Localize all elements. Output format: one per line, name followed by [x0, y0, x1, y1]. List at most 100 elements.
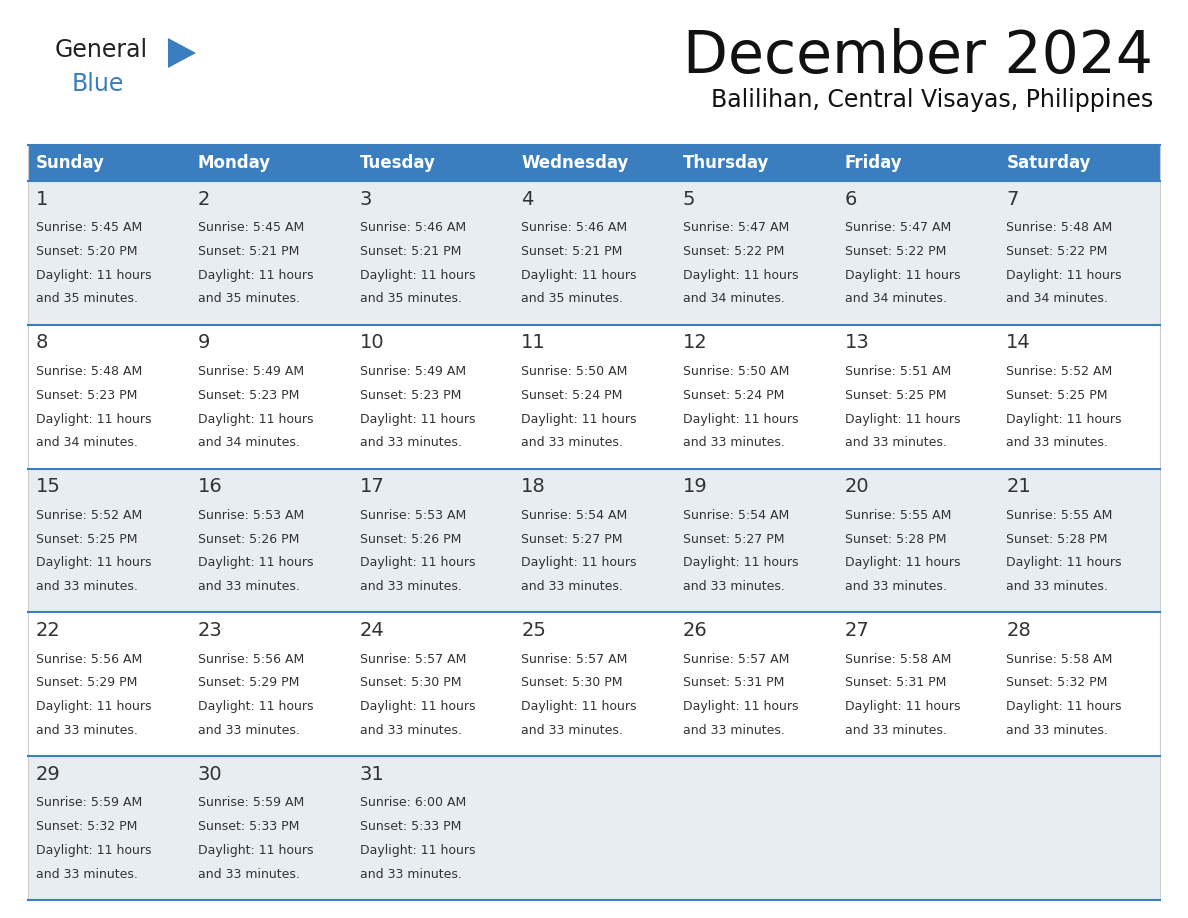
Text: and 33 minutes.: and 33 minutes.	[36, 724, 138, 737]
Bar	[352, 468, 513, 612]
Bar	[29, 612, 190, 756]
Text: Daylight: 11 hours: Daylight: 11 hours	[36, 412, 152, 426]
Text: 20: 20	[845, 477, 870, 497]
Text: Daylight: 11 hours: Daylight: 11 hours	[522, 269, 637, 282]
Text: Sunrise: 5:58 AM: Sunrise: 5:58 AM	[845, 653, 952, 666]
Text: Sunrise: 5:57 AM: Sunrise: 5:57 AM	[522, 653, 627, 666]
Bar	[836, 756, 998, 900]
Text: Sunrise: 5:59 AM: Sunrise: 5:59 AM	[197, 797, 304, 810]
Text: Wednesday: Wednesday	[522, 154, 628, 172]
Text: Sunrise: 5:50 AM: Sunrise: 5:50 AM	[683, 365, 789, 378]
Bar	[675, 325, 836, 468]
Text: Sunrise: 5:48 AM: Sunrise: 5:48 AM	[36, 365, 143, 378]
Text: Daylight: 11 hours: Daylight: 11 hours	[683, 412, 798, 426]
Text: Daylight: 11 hours: Daylight: 11 hours	[36, 269, 152, 282]
Text: Daylight: 11 hours: Daylight: 11 hours	[683, 700, 798, 713]
Text: and 33 minutes.: and 33 minutes.	[360, 436, 461, 449]
Text: Daylight: 11 hours: Daylight: 11 hours	[683, 269, 798, 282]
Text: Daylight: 11 hours: Daylight: 11 hours	[197, 844, 314, 856]
Text: and 33 minutes.: and 33 minutes.	[1006, 580, 1108, 593]
Text: Sunset: 5:29 PM: Sunset: 5:29 PM	[36, 677, 138, 689]
Text: Daylight: 11 hours: Daylight: 11 hours	[360, 844, 475, 856]
Text: Sunset: 5:21 PM: Sunset: 5:21 PM	[197, 245, 299, 258]
Text: Sunset: 5:21 PM: Sunset: 5:21 PM	[360, 245, 461, 258]
Text: and 33 minutes.: and 33 minutes.	[36, 868, 138, 880]
Text: Daylight: 11 hours: Daylight: 11 hours	[36, 556, 152, 569]
Text: 18: 18	[522, 477, 546, 497]
Bar	[29, 145, 190, 181]
Text: Daylight: 11 hours: Daylight: 11 hours	[1006, 412, 1121, 426]
Text: December 2024: December 2024	[683, 28, 1154, 85]
Text: 26: 26	[683, 621, 708, 640]
Bar	[513, 145, 675, 181]
Text: Daylight: 11 hours: Daylight: 11 hours	[1006, 269, 1121, 282]
Text: 31: 31	[360, 765, 384, 784]
Text: 6: 6	[845, 190, 857, 208]
Text: and 33 minutes.: and 33 minutes.	[522, 724, 623, 737]
Text: and 34 minutes.: and 34 minutes.	[197, 436, 299, 449]
Text: Sunrise: 5:54 AM: Sunrise: 5:54 AM	[683, 509, 789, 521]
Text: Daylight: 11 hours: Daylight: 11 hours	[845, 269, 960, 282]
Text: Daylight: 11 hours: Daylight: 11 hours	[360, 700, 475, 713]
Bar	[836, 468, 998, 612]
Text: Daylight: 11 hours: Daylight: 11 hours	[197, 700, 314, 713]
Text: Sunset: 5:33 PM: Sunset: 5:33 PM	[360, 820, 461, 834]
Text: and 33 minutes.: and 33 minutes.	[522, 436, 623, 449]
Text: Sunrise: 5:55 AM: Sunrise: 5:55 AM	[1006, 509, 1113, 521]
Text: Sunset: 5:23 PM: Sunset: 5:23 PM	[360, 389, 461, 402]
Text: and 34 minutes.: and 34 minutes.	[683, 293, 785, 306]
Text: Sunrise: 5:51 AM: Sunrise: 5:51 AM	[845, 365, 950, 378]
Text: and 35 minutes.: and 35 minutes.	[360, 293, 461, 306]
Text: 25: 25	[522, 621, 546, 640]
Bar	[836, 181, 998, 325]
Text: and 33 minutes.: and 33 minutes.	[360, 580, 461, 593]
Text: Sunset: 5:30 PM: Sunset: 5:30 PM	[360, 677, 461, 689]
Text: Sunset: 5:31 PM: Sunset: 5:31 PM	[683, 677, 784, 689]
Text: Sunrise: 6:00 AM: Sunrise: 6:00 AM	[360, 797, 466, 810]
Text: Sunrise: 5:52 AM: Sunrise: 5:52 AM	[1006, 365, 1113, 378]
Text: Sunrise: 5:53 AM: Sunrise: 5:53 AM	[197, 509, 304, 521]
Bar	[352, 612, 513, 756]
Bar	[998, 145, 1159, 181]
Text: Tuesday: Tuesday	[360, 154, 435, 172]
Bar	[675, 181, 836, 325]
Bar	[190, 468, 352, 612]
Text: Daylight: 11 hours: Daylight: 11 hours	[197, 556, 314, 569]
Text: and 34 minutes.: and 34 minutes.	[36, 436, 138, 449]
Text: Sunset: 5:23 PM: Sunset: 5:23 PM	[197, 389, 299, 402]
Bar	[190, 181, 352, 325]
Bar	[513, 325, 675, 468]
Text: and 33 minutes.: and 33 minutes.	[845, 580, 947, 593]
Text: Sunset: 5:25 PM: Sunset: 5:25 PM	[845, 389, 946, 402]
Text: Sunset: 5:30 PM: Sunset: 5:30 PM	[522, 677, 623, 689]
Bar	[352, 325, 513, 468]
Bar	[190, 325, 352, 468]
Text: Sunrise: 5:49 AM: Sunrise: 5:49 AM	[197, 365, 304, 378]
Text: and 33 minutes.: and 33 minutes.	[197, 868, 299, 880]
Text: Sunrise: 5:57 AM: Sunrise: 5:57 AM	[360, 653, 466, 666]
Text: 24: 24	[360, 621, 384, 640]
Text: Sunset: 5:23 PM: Sunset: 5:23 PM	[36, 389, 138, 402]
Text: 15: 15	[36, 477, 61, 497]
Bar	[29, 756, 190, 900]
Text: Daylight: 11 hours: Daylight: 11 hours	[360, 412, 475, 426]
Text: Sunset: 5:22 PM: Sunset: 5:22 PM	[1006, 245, 1107, 258]
Text: 17: 17	[360, 477, 384, 497]
Text: Daylight: 11 hours: Daylight: 11 hours	[360, 556, 475, 569]
Text: Sunset: 5:22 PM: Sunset: 5:22 PM	[845, 245, 946, 258]
Text: Blue: Blue	[72, 72, 125, 96]
Text: Daylight: 11 hours: Daylight: 11 hours	[522, 556, 637, 569]
Text: Sunrise: 5:58 AM: Sunrise: 5:58 AM	[1006, 653, 1113, 666]
Text: Monday: Monday	[197, 154, 271, 172]
Text: 9: 9	[197, 333, 210, 353]
Text: Sunset: 5:29 PM: Sunset: 5:29 PM	[197, 677, 299, 689]
Text: Sunrise: 5:56 AM: Sunrise: 5:56 AM	[197, 653, 304, 666]
Text: Daylight: 11 hours: Daylight: 11 hours	[36, 700, 152, 713]
Text: Sunset: 5:24 PM: Sunset: 5:24 PM	[522, 389, 623, 402]
Text: Thursday: Thursday	[683, 154, 770, 172]
Text: Sunrise: 5:47 AM: Sunrise: 5:47 AM	[683, 221, 789, 234]
Text: 12: 12	[683, 333, 708, 353]
Bar	[513, 468, 675, 612]
Text: and 35 minutes.: and 35 minutes.	[522, 293, 624, 306]
Text: 1: 1	[36, 190, 49, 208]
